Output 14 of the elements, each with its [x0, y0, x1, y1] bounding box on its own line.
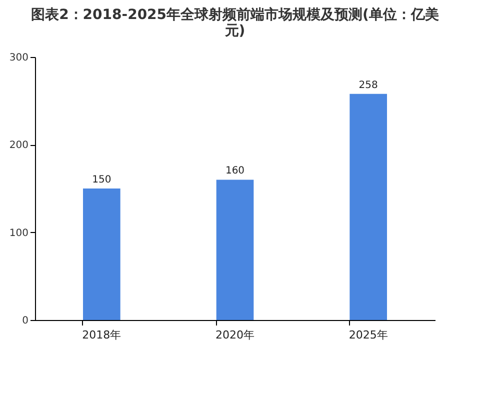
y-tick-label: 200: [9, 140, 28, 152]
y-tick-label: 100: [9, 228, 28, 239]
y-tick-label: 0: [22, 316, 28, 326]
y-tick-label: 300: [9, 52, 28, 64]
chart-title: 图表2：2018-2025年全球射频前端市场规模及预测(单位：亿美元): [31, 6, 439, 39]
bar: [83, 188, 120, 320]
data-label: 150: [92, 174, 112, 186]
x-tick-label: 2018年: [82, 328, 122, 342]
bar: [350, 94, 387, 320]
data-label: 258: [358, 80, 378, 91]
data-label: 160: [225, 166, 245, 177]
bar: [216, 180, 254, 320]
x-tick-label: 2020年: [216, 328, 254, 342]
x-tick-label: 2025年: [348, 328, 388, 342]
